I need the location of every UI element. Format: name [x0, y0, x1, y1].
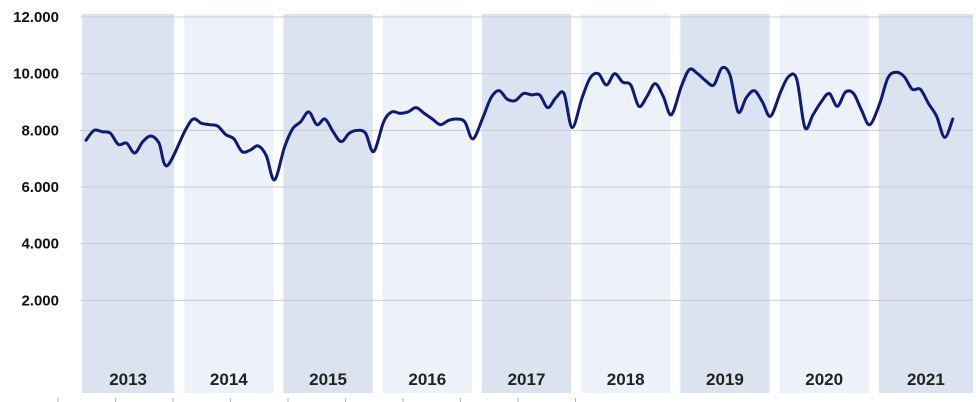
y-tick-label-4000: 4.000 — [21, 236, 59, 253]
year-band-2013 — [82, 14, 175, 355]
y-tick-label-12000: 12.000 — [13, 9, 59, 26]
x-tick-label-2020: 2020 — [805, 370, 843, 389]
x-tick-label-2016: 2016 — [408, 370, 446, 389]
year-band-2014 — [184, 14, 274, 355]
series-line — [84, 65, 955, 182]
x-axis-category-bands — [82, 355, 973, 393]
x-category-box-2019 — [680, 355, 770, 393]
x-category-box-2018 — [581, 355, 671, 393]
x-category-box-2016 — [382, 355, 472, 393]
y-tick-label-2000: 2.000 — [21, 292, 59, 309]
year-band-2016 — [382, 14, 472, 355]
x-category-box-2020 — [779, 355, 869, 393]
x-tick-label-2019: 2019 — [706, 370, 744, 389]
y-tick-label-10000: 10.000 — [13, 66, 59, 83]
year-band-2021 — [878, 14, 973, 355]
x-tick-label-2013: 2013 — [109, 370, 147, 389]
x-category-box-2017 — [481, 355, 572, 393]
year-bands — [82, 14, 973, 355]
x-tick-label-2018: 2018 — [607, 370, 645, 389]
year-band-2019 — [680, 14, 770, 355]
y-axis-tick-labels: 2.000 4.000 6.000 8.000 10.000 12.000 — [13, 9, 59, 309]
y-tick-label-8000: 8.000 — [21, 122, 59, 139]
year-band-2017 — [481, 14, 572, 355]
y-tick-label-6000: 6.000 — [21, 179, 59, 196]
year-band-2018 — [581, 14, 671, 355]
x-category-box-2021 — [878, 355, 973, 393]
x-tick-label-2017: 2017 — [508, 370, 546, 389]
x-category-box-2015 — [283, 355, 373, 393]
x-category-box-2014 — [184, 355, 274, 393]
x-tick-label-2021: 2021 — [907, 370, 945, 389]
bottom-tick-marks — [57, 398, 576, 402]
year-band-2020 — [779, 14, 869, 355]
x-tick-label-2014: 2014 — [210, 370, 248, 389]
series-lines — [84, 65, 955, 182]
x-axis-category-labels: 2013 2014 2015 2016 2017 2018 2019 2020 2021 — [109, 370, 945, 389]
gridlines — [80, 16, 973, 301]
year-band-2015 — [283, 14, 373, 355]
x-category-box-2013 — [82, 355, 175, 393]
x-tick-label-2015: 2015 — [309, 370, 347, 389]
